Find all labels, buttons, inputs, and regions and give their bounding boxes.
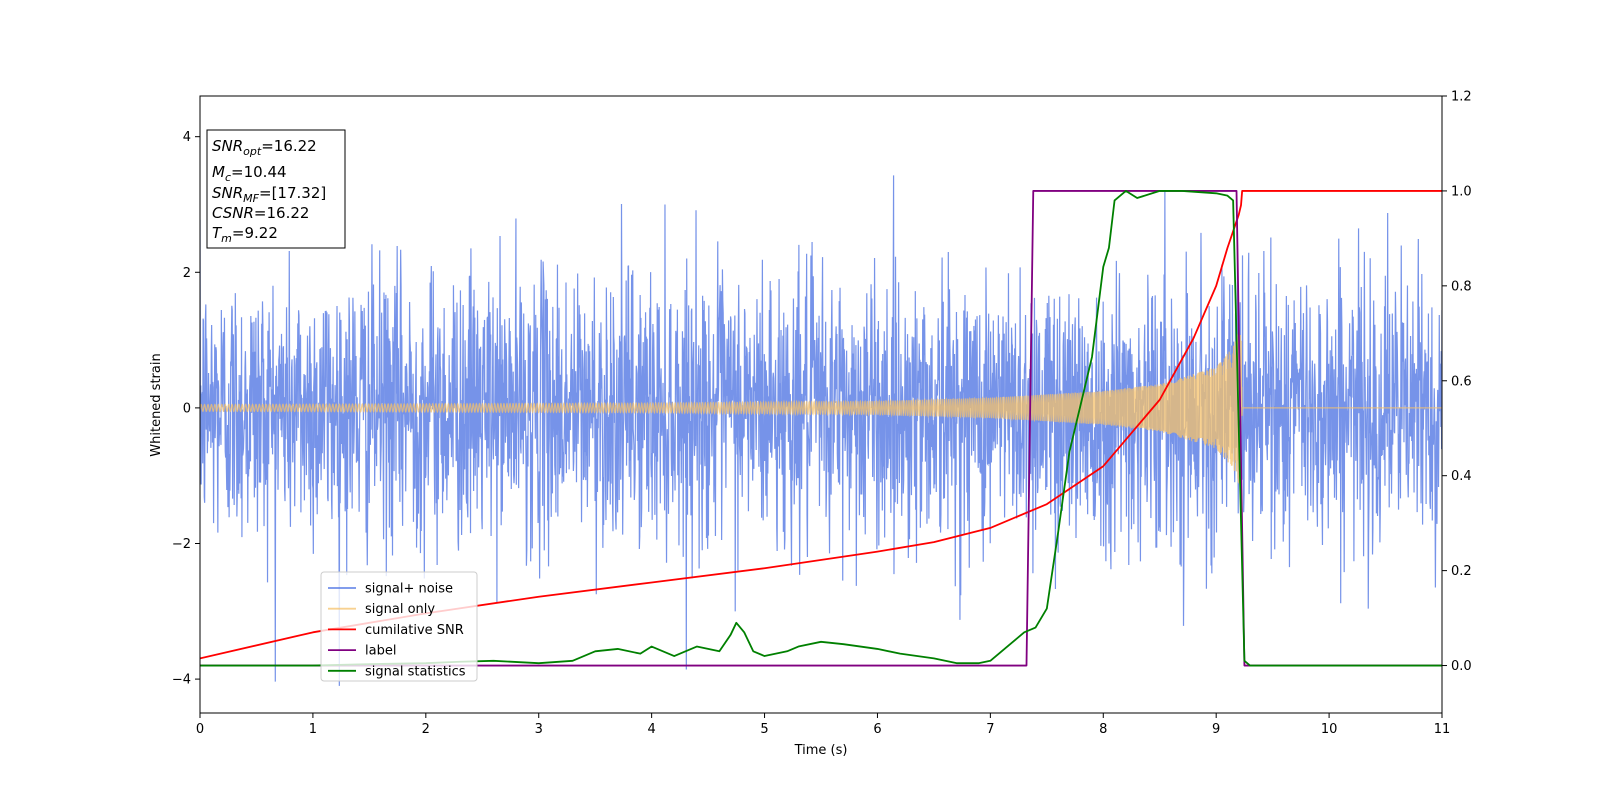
legend-entry: signal statistics	[365, 664, 466, 679]
y-axis-label: Whitened strain	[149, 353, 164, 456]
legend-entry: cumilative SNR	[365, 623, 464, 638]
y2-tick-label: 1.0	[1451, 184, 1472, 199]
plot-frame	[199, 95, 1443, 714]
y-tick-label: 0	[183, 401, 191, 416]
y2-tick-label: 0.4	[1451, 469, 1472, 484]
annotation-line: Tm=9.22	[212, 224, 278, 245]
legend-entry: signal+ noise	[365, 582, 453, 597]
x-tick-label: 4	[647, 722, 655, 737]
annotation-line: SNRMF=[17.32]	[212, 184, 326, 205]
y-tick-label: −2	[172, 537, 191, 552]
y2-tick-label: 0.2	[1451, 564, 1472, 579]
x-tick-label: 2	[422, 722, 430, 737]
y-tick-label: 2	[183, 266, 191, 281]
legend-entry: signal only	[365, 602, 435, 617]
x-tick-label: 0	[196, 722, 204, 737]
annotation-line: Mc=10.44	[212, 163, 287, 184]
x-tick-label: 9	[1212, 722, 1220, 737]
x-tick-label: 8	[1099, 722, 1107, 737]
series-signal-only	[200, 332, 1442, 484]
x-tick-label: 6	[873, 722, 881, 737]
x-tick-label: 11	[1434, 722, 1451, 737]
annotation-line: SNRopt=16.22	[212, 137, 317, 158]
x-tick-label: 1	[309, 722, 317, 737]
y2-tick-label: 0.0	[1451, 659, 1472, 674]
legend-entry: label	[365, 644, 396, 659]
legend: signal+ noise signal only cumilative SNR la…	[320, 571, 478, 682]
x-tick-label: 5	[760, 722, 768, 737]
y2-tick-label: 0.6	[1451, 374, 1472, 389]
x-tick-label: 3	[535, 722, 543, 737]
y-tick-label: 4	[183, 130, 191, 145]
x-tick-label: 7	[986, 722, 994, 737]
annotation-box: SNRopt=16.22 Mc=10.44SNRMF=[17.32]CSNR=16…	[206, 129, 346, 249]
series-signal-statistics	[200, 190, 1442, 667]
annotation-line: CSNR=16.22	[212, 204, 309, 222]
y2-tick-label: 1.2	[1451, 90, 1472, 105]
x-axis-label: Time (s)	[794, 743, 848, 758]
series-cumulative-snr	[200, 190, 1442, 660]
y-tick-label: −4	[172, 673, 191, 688]
y2-tick-label: 0.8	[1451, 279, 1472, 294]
x-tick-label: 10	[1321, 722, 1338, 737]
